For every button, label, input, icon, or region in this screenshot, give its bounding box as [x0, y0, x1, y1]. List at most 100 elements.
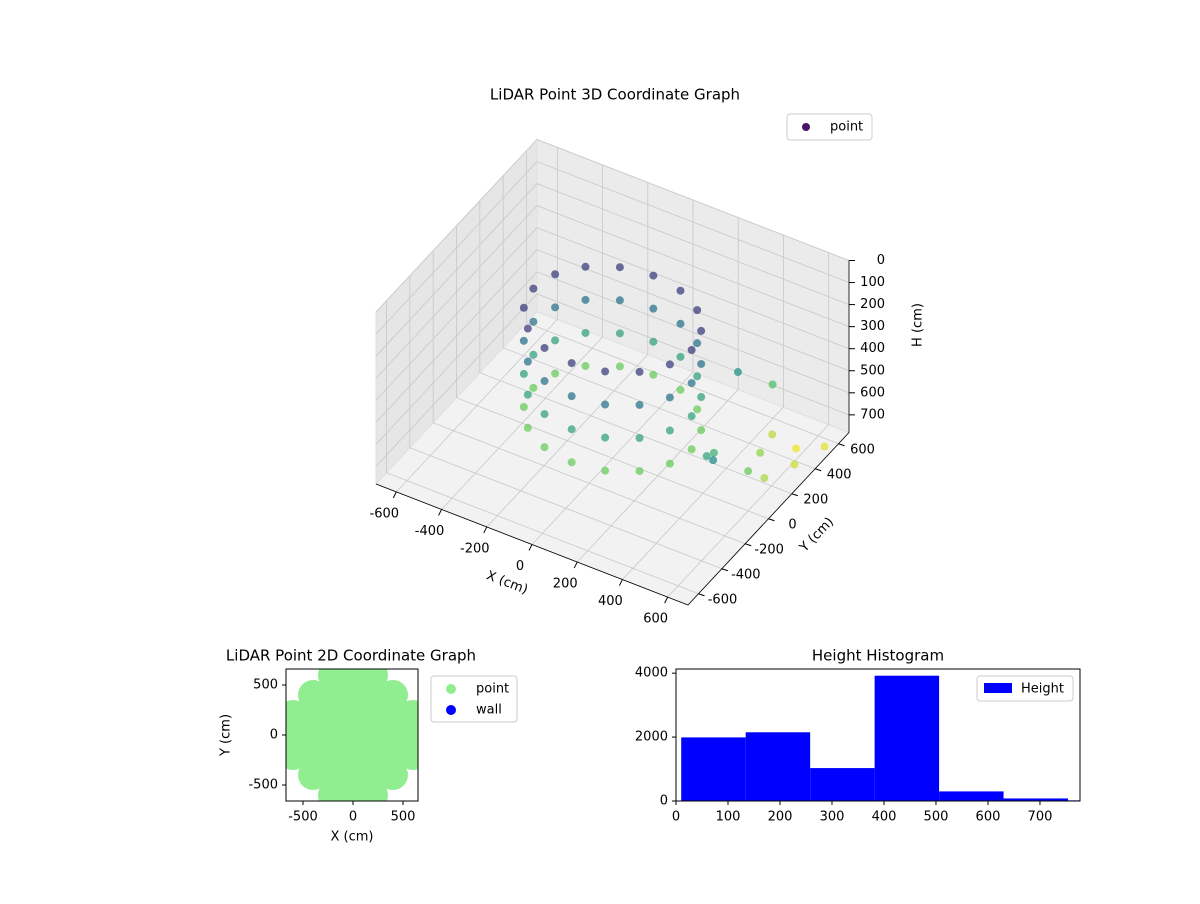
grid-line — [622, 235, 784, 580]
x-tick-label: 0 — [516, 559, 524, 574]
z-tick-label: 400 — [860, 341, 885, 356]
y-axis-label: Y (cm) — [219, 714, 234, 757]
grid-line — [502, 175, 816, 470]
x-tick-label: 700 — [1028, 810, 1053, 825]
point — [687, 412, 696, 421]
y-tick-label: -400 — [731, 567, 761, 582]
x-tick-label: 600 — [643, 612, 668, 627]
y-tick-label: 600 — [850, 442, 875, 457]
x-tick-label: 500 — [924, 810, 949, 825]
bar — [874, 675, 940, 801]
tick-mark — [698, 593, 705, 597]
legend-marker — [446, 684, 456, 694]
grid-line — [375, 205, 850, 379]
point — [665, 426, 674, 435]
point — [697, 326, 706, 335]
y-tick-label: 400 — [827, 467, 852, 482]
point — [635, 367, 644, 376]
grid-line — [531, 200, 694, 545]
grid-line — [486, 182, 649, 528]
point — [551, 303, 560, 312]
point — [567, 359, 576, 368]
plot-area — [681, 675, 1080, 801]
point — [529, 284, 538, 293]
point — [540, 443, 549, 452]
point — [540, 343, 549, 352]
x-tick-label: -600 — [370, 506, 400, 521]
point — [523, 324, 532, 333]
point — [744, 467, 753, 476]
plot-area — [286, 669, 418, 801]
point — [665, 360, 674, 369]
tick-mark — [815, 468, 822, 472]
tick-mark — [664, 596, 669, 604]
y-tick-label: -500 — [248, 778, 278, 793]
point — [665, 459, 674, 468]
point — [697, 426, 706, 435]
point — [581, 362, 590, 371]
grid-line — [479, 200, 792, 495]
z-tick-label: 700 — [860, 407, 885, 422]
point — [702, 452, 711, 461]
x-tick-label: 500 — [391, 810, 416, 825]
point — [601, 367, 610, 376]
x-tick-label: 200 — [768, 810, 793, 825]
tick-mark — [528, 544, 533, 551]
bar — [681, 737, 746, 801]
legend-marker — [446, 705, 456, 715]
point — [567, 425, 576, 434]
point — [733, 368, 742, 377]
point — [693, 339, 702, 348]
point — [635, 434, 644, 443]
point — [649, 337, 658, 346]
legend-box — [786, 113, 873, 141]
grid-line — [375, 293, 850, 467]
tick-mark — [768, 518, 775, 522]
x-tick-label: 400 — [872, 810, 897, 825]
point — [398, 740, 418, 770]
bar — [810, 768, 875, 801]
point — [709, 456, 718, 465]
grid-line — [409, 275, 722, 570]
legend-marker — [802, 123, 810, 131]
point — [649, 271, 658, 280]
point — [551, 369, 560, 378]
point — [581, 328, 590, 337]
point — [693, 405, 702, 414]
axis-line — [687, 432, 850, 606]
z-tick-label: 500 — [860, 363, 885, 378]
legend-label: point — [476, 682, 509, 697]
point — [551, 336, 560, 345]
y-tick-label: 0 — [270, 728, 278, 743]
tick-mark — [745, 543, 752, 547]
y-tick-label: -200 — [754, 542, 784, 557]
point — [697, 393, 706, 402]
tick-mark — [618, 579, 623, 586]
point — [760, 474, 769, 483]
bar — [939, 791, 1004, 801]
grid-line — [375, 183, 850, 357]
z-tick-label: 100 — [860, 275, 885, 290]
point — [615, 329, 624, 338]
y-tick-label: 0 — [660, 794, 668, 809]
point — [615, 296, 624, 305]
grid-line — [375, 161, 850, 335]
tick-mark — [721, 568, 728, 572]
point — [523, 423, 532, 432]
grid-line — [386, 300, 699, 595]
chart-title: LiDAR Point 2D Coordinate Graph — [226, 647, 476, 665]
tick-mark — [392, 491, 397, 499]
legend-label: point — [830, 120, 863, 135]
point — [790, 460, 799, 469]
point — [615, 362, 624, 371]
y-tick-label: 4000 — [635, 666, 668, 681]
y-tick-label: 200 — [803, 492, 828, 507]
y-axis-label: Y (cm) — [796, 515, 837, 556]
point — [567, 458, 576, 467]
grid-line — [441, 164, 603, 510]
grid-line — [526, 150, 839, 445]
x-tick-label: 200 — [553, 577, 578, 592]
point — [519, 402, 528, 411]
